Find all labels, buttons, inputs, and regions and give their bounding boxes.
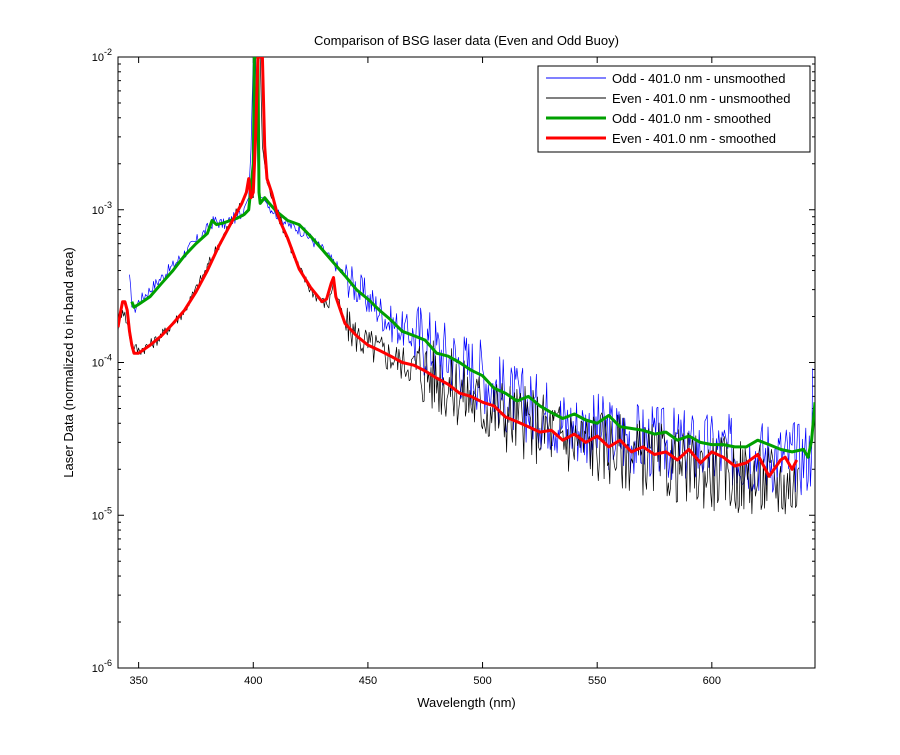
- legend-label: Odd - 401.0 nm - smoothed: [612, 111, 771, 126]
- y-tick-label: 10-6: [92, 658, 112, 675]
- y-tick-label: 10-3: [92, 200, 112, 217]
- legend-label: Even - 401.0 nm - smoothed: [612, 131, 776, 146]
- chart-title: Comparison of BSG laser data (Even and O…: [314, 33, 619, 48]
- x-tick-label: 600: [703, 675, 721, 687]
- y-tick-label: 10-4: [92, 353, 112, 370]
- y-axis-label: Laser Data (normalized to in-band area): [61, 247, 76, 478]
- legend-label: Even - 401.0 nm - unsmoothed: [612, 91, 791, 106]
- legend: Odd - 401.0 nm - unsmoothed Even - 401.0 …: [537, 65, 811, 153]
- legend-label: Odd - 401.0 nm - unsmoothed: [612, 71, 785, 86]
- x-tick-label: 400: [244, 675, 262, 687]
- y-tick-label: 10-2: [92, 47, 112, 64]
- series-layer: [118, 57, 815, 515]
- axes-frame: [117, 56, 816, 669]
- y-tick-label: 10-5: [92, 505, 112, 522]
- series-line-4: [118, 57, 799, 478]
- x-axis-label: Wavelength (nm): [417, 695, 516, 710]
- x-tick-label: 550: [588, 675, 606, 687]
- x-tick-label: 350: [129, 675, 147, 687]
- x-tick-label: 500: [473, 675, 491, 687]
- x-tick-label: 450: [359, 675, 377, 687]
